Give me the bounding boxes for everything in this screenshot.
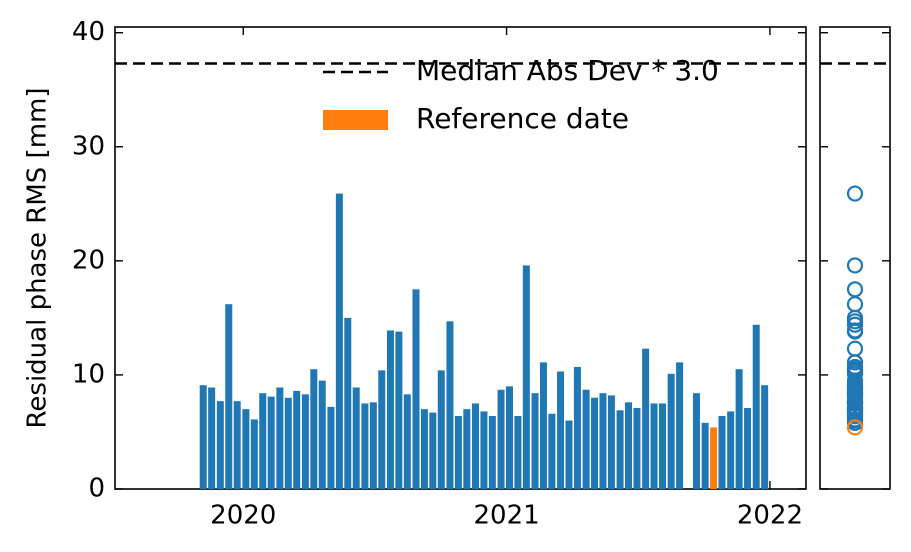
x-tick-label: 2020	[210, 501, 276, 531]
y-tick-label: 20	[72, 245, 105, 275]
bar	[225, 304, 233, 489]
strip-point	[846, 361, 864, 378]
bar	[599, 393, 607, 489]
strip-point	[846, 354, 864, 371]
side-axes-frame	[819, 26, 891, 490]
legend-label: Median Abs Dev * 3.0	[416, 54, 719, 87]
bar	[676, 362, 684, 489]
strip-point	[846, 365, 864, 382]
bar	[565, 420, 573, 489]
bar	[539, 362, 547, 489]
strip-point	[846, 323, 864, 340]
bar	[216, 401, 224, 489]
bar	[480, 411, 488, 489]
bar	[514, 415, 522, 489]
bar	[208, 387, 216, 489]
bar	[761, 385, 769, 489]
bar	[267, 396, 275, 489]
bar	[531, 393, 539, 489]
bar	[752, 324, 760, 489]
bar	[488, 415, 496, 489]
bar	[735, 369, 743, 489]
bar	[352, 387, 360, 489]
bar	[667, 373, 675, 489]
bar	[378, 370, 386, 489]
bar	[710, 427, 718, 489]
bar	[395, 331, 403, 489]
bar	[573, 366, 581, 489]
strip-point	[846, 296, 864, 313]
bar	[591, 397, 599, 489]
strip-point	[846, 316, 864, 333]
bar	[744, 408, 752, 489]
bar	[642, 348, 650, 489]
bar	[369, 402, 377, 489]
y-axis-label: Residual phase RMS [mm]	[23, 88, 53, 429]
bar	[361, 403, 369, 489]
bar	[548, 413, 556, 489]
strip-point	[846, 281, 864, 298]
bar	[335, 193, 343, 489]
strip-point	[846, 407, 864, 425]
bar	[454, 415, 462, 489]
legend-swatch	[323, 110, 388, 130]
bar	[276, 387, 284, 489]
bar	[199, 385, 207, 489]
bar	[293, 390, 301, 489]
bar	[412, 289, 420, 489]
bar	[327, 406, 335, 489]
bar	[650, 403, 658, 489]
bar	[701, 422, 709, 489]
bar	[318, 380, 326, 489]
strip-point	[846, 419, 864, 436]
bar	[727, 411, 735, 489]
bar	[692, 393, 700, 489]
bar	[233, 401, 241, 489]
bar	[301, 394, 309, 489]
bar	[658, 403, 666, 489]
y-tick-label: 40	[72, 17, 105, 47]
bar	[259, 393, 267, 489]
legend-label: Reference date	[416, 102, 629, 135]
bar	[522, 265, 530, 489]
bar	[718, 415, 726, 489]
bar	[463, 409, 471, 489]
y-tick-label: 0	[88, 474, 105, 504]
y-tick-label: 30	[72, 131, 105, 161]
bar	[607, 395, 615, 489]
strip-point	[846, 377, 864, 394]
bar	[429, 412, 437, 489]
bar	[505, 386, 513, 489]
bar	[284, 397, 292, 489]
bar	[250, 419, 258, 489]
bar	[420, 409, 428, 489]
y-tick-label: 10	[72, 359, 105, 389]
strip-point	[846, 399, 864, 417]
bar	[242, 409, 250, 489]
bar	[472, 403, 480, 489]
bar	[344, 317, 352, 489]
x-tick-label: 2022	[737, 501, 803, 531]
bar	[625, 402, 633, 489]
x-tick-label: 2021	[473, 501, 539, 531]
bar	[497, 389, 505, 489]
bar	[386, 330, 394, 489]
bar	[446, 321, 454, 489]
bar	[616, 410, 624, 489]
strip-point	[846, 340, 864, 357]
strip-point	[846, 185, 864, 202]
bar	[557, 371, 565, 489]
bar	[437, 370, 445, 489]
bar	[633, 408, 641, 489]
bar	[310, 369, 318, 489]
bar	[403, 394, 411, 489]
strip-point	[846, 257, 864, 274]
strip-point	[846, 395, 864, 412]
bar	[582, 389, 590, 489]
